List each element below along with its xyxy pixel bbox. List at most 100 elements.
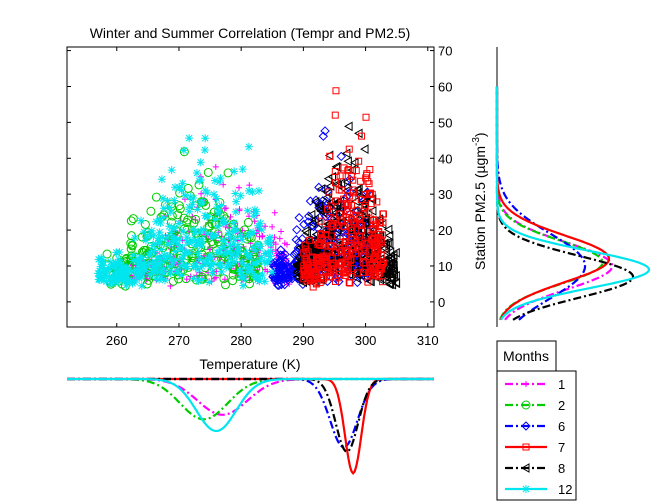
scatter-point: [155, 261, 164, 270]
scatter-point: [318, 255, 326, 263]
scatter-point: [143, 232, 152, 241]
scatter-point: [321, 268, 329, 276]
scatter-point: [178, 252, 187, 261]
scatter-point: [292, 259, 301, 270]
scatter-point: [171, 247, 180, 256]
scatter-point: [197, 262, 206, 271]
scatter-point: [206, 262, 215, 271]
scatter-point: [255, 257, 264, 266]
pm25-density-line-6: [495, 86, 587, 321]
scatter-point: [115, 248, 124, 257]
scatter-point: [231, 189, 240, 198]
scatter-point: [215, 248, 224, 257]
scatter-point: [123, 266, 132, 275]
scatter-point: [331, 111, 339, 119]
scatter-point: [385, 247, 395, 258]
scatter-point: [137, 258, 146, 267]
scatter-point: [369, 260, 377, 268]
scatter-point: [208, 231, 217, 240]
scatter-point: [335, 186, 343, 194]
scatter-point: [331, 207, 340, 218]
legend-entry-1: 1: [505, 377, 565, 392]
scatter-point: [321, 231, 329, 239]
scatter-point: [136, 216, 145, 225]
scatter-point: [332, 224, 342, 235]
scatter-point: [348, 201, 356, 209]
scatter-point: [145, 251, 154, 260]
scatter-point: [181, 248, 190, 257]
scatter-point: [99, 276, 108, 285]
scatter-point: [149, 232, 158, 241]
scatter-series-12: [94, 134, 276, 290]
scatter-point: [130, 234, 139, 243]
scatter-point: [292, 247, 302, 257]
scatter-point: [364, 278, 372, 286]
scatter-point: [146, 206, 156, 216]
scatter-point: [378, 261, 386, 269]
scatter-point: [382, 272, 392, 283]
scatter-point: [149, 262, 158, 271]
scatter-point: [226, 254, 235, 263]
scatter-point: [341, 267, 349, 275]
scatter-point: [171, 255, 180, 264]
scatter-point: [232, 197, 241, 206]
scatter-point: [257, 225, 266, 234]
scatter-point: [96, 272, 105, 281]
scatter-point: [162, 233, 171, 242]
pm25-density-line-8: [495, 86, 635, 321]
scatter-point: [344, 242, 352, 250]
x-tick-label: 260: [106, 333, 128, 348]
scatter-point: [379, 218, 387, 226]
scatter-point: [201, 186, 210, 195]
scatter-point: [106, 279, 115, 288]
scatter-point: [137, 253, 146, 262]
scatter-point: [212, 163, 219, 170]
scatter-point: [373, 243, 381, 251]
scatter-point: [178, 255, 187, 264]
scatter-point: [369, 264, 377, 272]
scatter-point: [220, 181, 227, 188]
scatter-point: [344, 269, 353, 280]
scatter-point: [384, 279, 394, 290]
scatter-point: [353, 206, 361, 214]
scatter-point: [165, 203, 174, 212]
scatter-point: [265, 233, 274, 242]
scatter-point: [306, 209, 316, 220]
scatter-point: [190, 228, 199, 237]
scatter-point: [365, 238, 373, 246]
scatter-point: [350, 236, 358, 244]
scatter-point: [259, 232, 266, 239]
scatter-point: [269, 223, 276, 230]
scatter-point: [115, 267, 124, 276]
x-tick-label: 290: [293, 333, 315, 348]
scatter-point: [305, 245, 315, 256]
scatter-point: [155, 236, 164, 245]
scatter-point: [344, 258, 352, 266]
scatter-point: [362, 113, 370, 121]
scatter-point: [160, 251, 169, 260]
scatter-point: [219, 236, 228, 245]
scatter-point: [310, 196, 320, 207]
scatter-point: [349, 157, 359, 168]
scatter-point: [153, 268, 162, 277]
scatter-point: [351, 250, 359, 258]
y-axis-label-base: Station PM2.5 (µgm: [472, 146, 488, 270]
scatter-point: [185, 203, 194, 212]
x-tick-label: 310: [417, 333, 439, 348]
scatter-point: [316, 184, 326, 194]
scatter-point: [271, 209, 278, 216]
scatter-point: [163, 196, 172, 205]
scatter-point: [379, 245, 387, 253]
y-axis-ticks: 0 10 20 30 40 50 60 70: [67, 44, 452, 310]
scatter-point: [102, 277, 111, 286]
scatter-point: [94, 255, 103, 264]
scatter-point: [246, 252, 255, 261]
scatter-point: [165, 222, 174, 231]
scatter-point: [343, 251, 351, 259]
scatter-point: [215, 177, 224, 186]
scatter-point: [356, 220, 364, 228]
scatter-point: [273, 258, 284, 269]
scatter-point: [144, 260, 153, 269]
legend-marker: [520, 463, 530, 473]
scatter-point: [375, 274, 385, 285]
